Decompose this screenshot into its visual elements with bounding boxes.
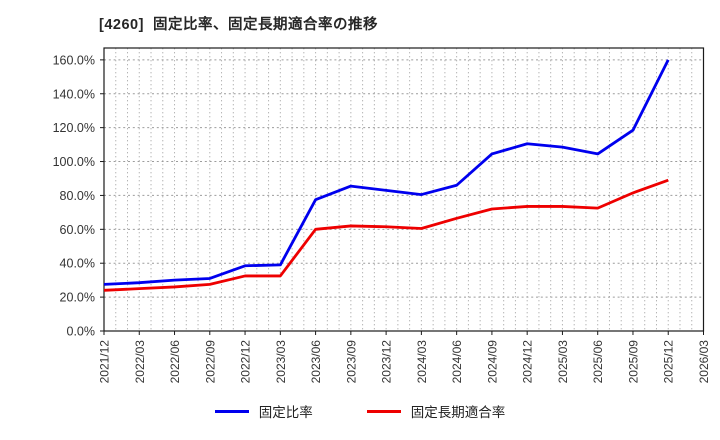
x-tick-label: 2021/12 [98, 340, 112, 384]
x-tick-label: 2025/03 [556, 340, 570, 384]
x-tick-label: 2023/03 [274, 340, 288, 384]
legend-label-fixed-ratio: 固定比率 [258, 405, 313, 420]
legend-line-fixed-ratio [214, 409, 249, 413]
x-tick-label: 2022/03 [133, 340, 147, 384]
legend-label-fixed-long-term-ratio: 固定長期適合率 [410, 405, 506, 420]
x-tick-label: 2022/12 [239, 340, 253, 384]
x-tick-label: 2024/09 [485, 340, 499, 384]
x-tick-label: 2022/09 [203, 340, 217, 384]
fixed-long-term-ratio-line [103, 178, 669, 292]
y-tick-label: 40.0% [60, 257, 95, 271]
chart-title: [4260] 固定比率、固定長期適合率の推移 [99, 17, 378, 33]
y-tick-label: 120.0% [53, 121, 95, 135]
line-chart: 0.0% 20.0% 40.0% 60.0% 80.0% 100.0% 120.0% 140.… [53, 47, 711, 384]
x-tick-label: 2024/06 [450, 340, 464, 384]
x-tick-label: 2023/12 [380, 340, 394, 384]
x-tick-label: 2022/06 [168, 340, 182, 384]
y-tick-label: 100.0% [53, 155, 95, 169]
legend-line-fixed-long-term-ratio [366, 409, 401, 413]
chart-legend: 固定比率 固定長期適合率 [0, 397, 720, 425]
y-tick-label: 140.0% [53, 87, 95, 101]
plot-border [103, 47, 705, 332]
y-tick-label: 80.0% [60, 189, 95, 203]
x-tick-label: 2025/12 [662, 340, 676, 384]
x-tick-label: 2024/03 [415, 340, 429, 384]
x-tick-label: 2026/03 [697, 340, 711, 384]
x-tick-label: 2023/09 [344, 340, 358, 384]
y-tick-label: 60.0% [60, 223, 95, 237]
x-tick-label: 2023/06 [309, 340, 323, 384]
x-tick-label: 2024/12 [521, 340, 535, 384]
y-tick-label: 0.0% [67, 325, 96, 339]
y-tick-label: 160.0% [53, 53, 95, 67]
x-tick-label: 2025/06 [591, 340, 605, 384]
legend-item-fixed-ratio: 固定比率 [214, 401, 313, 421]
x-tick-label: 2025/09 [626, 340, 640, 384]
y-tick-label: 20.0% [60, 291, 95, 305]
fixed-ratio-line [103, 59, 670, 286]
legend-item-fixed-long-term-ratio: 固定長期適合率 [366, 401, 506, 421]
